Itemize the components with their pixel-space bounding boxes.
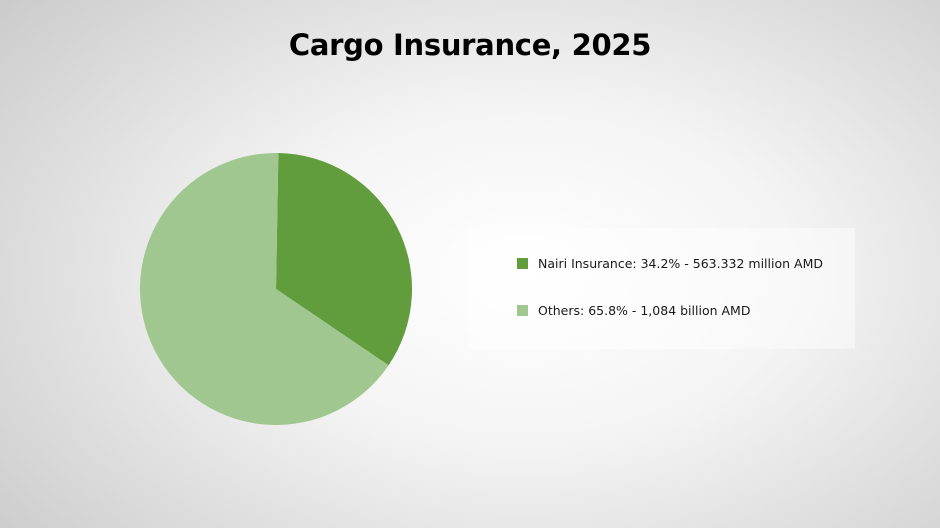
- pie-slice-others[interactable]: [140, 152, 389, 425]
- chart-title: Cargo Insurance, 2025: [288, 28, 652, 62]
- legend-item-nairi-insurance[interactable]: Nairi Insurance: 34.2% - 563.332 million…: [517, 256, 823, 271]
- legend-label-others: Others: 65.8% - 1,084 billion AMD: [538, 303, 751, 318]
- pie-slice-nairi-insurance[interactable]: [276, 153, 413, 366]
- legend-swatch-nairi-insurance: [517, 258, 528, 269]
- chart-legend: Nairi Insurance: 34.2% - 563.332 million…: [468, 228, 855, 349]
- pie-chart: [140, 152, 413, 425]
- legend-label-nairi-insurance: Nairi Insurance: 34.2% - 563.332 million…: [538, 256, 823, 271]
- legend-swatch-others: [517, 305, 528, 316]
- legend-item-others[interactable]: Others: 65.8% - 1,084 billion AMD: [517, 303, 750, 318]
